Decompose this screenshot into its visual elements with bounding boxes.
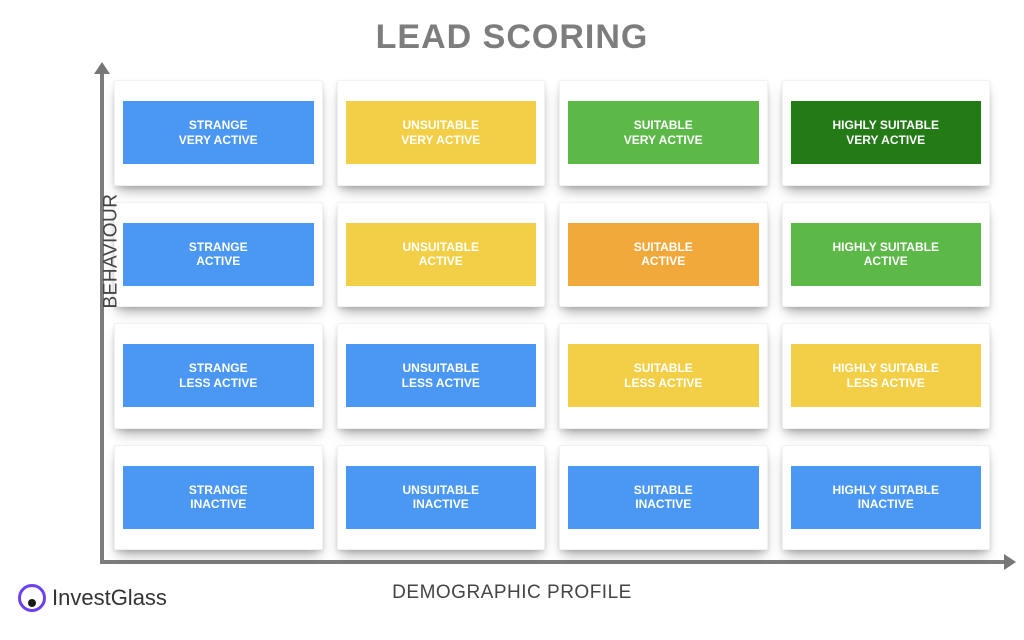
matrix-cell: UNSUITABLEINACTIVE [337, 445, 546, 551]
matrix-card: SUITABLELESS ACTIVE [559, 323, 768, 429]
cell-label-line2: ACTIVE [864, 254, 908, 268]
matrix-cell: HIGHLY SUITABLEVERY ACTIVE [782, 80, 991, 186]
cell-label-line1: UNSUITABLE [403, 118, 479, 132]
matrix-card: UNSUITABLELESS ACTIVE [337, 323, 546, 429]
brand-logo: InvestGlass [18, 584, 167, 612]
matrix-cell: STRANGEACTIVE [114, 202, 323, 308]
matrix-card: SUITABLEVERY ACTIVE [559, 80, 768, 186]
matrix-card: STRANGELESS ACTIVE [114, 323, 323, 429]
matrix-cell: HIGHLY SUITABLELESS ACTIVE [782, 323, 991, 429]
matrix-grid: STRANGEVERY ACTIVEUNSUITABLEVERY ACTIVES… [114, 80, 990, 550]
brand-name: InvestGlass [52, 585, 167, 611]
matrix-card: SUITABLEINACTIVE [559, 445, 768, 551]
cell-label-line1: HIGHLY SUITABLE [833, 483, 939, 497]
matrix-card: STRANGEACTIVE [114, 202, 323, 308]
matrix-cell: HIGHLY SUITABLEINACTIVE [782, 445, 991, 551]
matrix-cell: SUITABLEACTIVE [559, 202, 768, 308]
cell-label-line2: ACTIVE [419, 254, 463, 268]
matrix-card-inner: UNSUITABLEVERY ACTIVE [346, 101, 537, 164]
cell-label-line1: STRANGE [189, 240, 248, 254]
cell-label-line2: INACTIVE [190, 497, 246, 511]
matrix-card-inner: HIGHLY SUITABLELESS ACTIVE [791, 344, 982, 407]
x-axis-line [100, 560, 1006, 564]
cell-label-line1: STRANGE [189, 361, 248, 375]
matrix-cell: HIGHLY SUITABLEACTIVE [782, 202, 991, 308]
matrix-cell: STRANGEVERY ACTIVE [114, 80, 323, 186]
cell-label-line2: VERY ACTIVE [401, 133, 480, 147]
cell-label-line2: LESS ACTIVE [624, 376, 702, 390]
y-axis-label: BEHAVIOUR [101, 193, 123, 308]
matrix-card-inner: SUITABLEACTIVE [568, 223, 759, 286]
cell-label-line2: VERY ACTIVE [846, 133, 925, 147]
cell-label-line2: LESS ACTIVE [179, 376, 257, 390]
matrix-card-inner: HIGHLY SUITABLEINACTIVE [791, 466, 982, 529]
cell-label-line1: UNSUITABLE [403, 240, 479, 254]
matrix-cell: SUITABLELESS ACTIVE [559, 323, 768, 429]
matrix-card-inner: STRANGEVERY ACTIVE [123, 101, 314, 164]
matrix-card-inner: SUITABLEINACTIVE [568, 466, 759, 529]
cell-label-line1: STRANGE [189, 118, 248, 132]
cell-label-line1: UNSUITABLE [403, 483, 479, 497]
matrix-card: HIGHLY SUITABLEVERY ACTIVE [782, 80, 991, 186]
matrix-card: SUITABLEACTIVE [559, 202, 768, 308]
cell-label-line1: UNSUITABLE [403, 361, 479, 375]
cell-label-line2: LESS ACTIVE [402, 376, 480, 390]
matrix-cell: UNSUITABLEACTIVE [337, 202, 546, 308]
cell-label-line1: STRANGE [189, 483, 248, 497]
lead-scoring-matrix: STRANGEVERY ACTIVEUNSUITABLEVERY ACTIVES… [100, 72, 1000, 564]
matrix-cell: SUITABLEINACTIVE [559, 445, 768, 551]
matrix-cell: SUITABLEVERY ACTIVE [559, 80, 768, 186]
cell-label-line2: LESS ACTIVE [847, 376, 925, 390]
matrix-cell: UNSUITABLEVERY ACTIVE [337, 80, 546, 186]
matrix-card: HIGHLY SUITABLELESS ACTIVE [782, 323, 991, 429]
page-title: LEAD SCORING [0, 0, 1024, 57]
cell-label-line1: SUITABLE [634, 361, 693, 375]
matrix-card-inner: STRANGEACTIVE [123, 223, 314, 286]
cell-label-line2: INACTIVE [858, 497, 914, 511]
cell-label-line2: INACTIVE [635, 497, 691, 511]
matrix-card-inner: HIGHLY SUITABLEVERY ACTIVE [791, 101, 982, 164]
matrix-card-inner: UNSUITABLEINACTIVE [346, 466, 537, 529]
y-axis-line [100, 72, 104, 564]
matrix-card-inner: SUITABLELESS ACTIVE [568, 344, 759, 407]
cell-label-line1: SUITABLE [634, 483, 693, 497]
matrix-cell: STRANGELESS ACTIVE [114, 323, 323, 429]
matrix-card: HIGHLY SUITABLEINACTIVE [782, 445, 991, 551]
cell-label-line1: HIGHLY SUITABLE [833, 240, 939, 254]
cell-label-line2: VERY ACTIVE [624, 133, 703, 147]
cell-label-line1: SUITABLE [634, 240, 693, 254]
matrix-card: STRANGEINACTIVE [114, 445, 323, 551]
matrix-card: STRANGEVERY ACTIVE [114, 80, 323, 186]
matrix-card-inner: SUITABLEVERY ACTIVE [568, 101, 759, 164]
cell-label-line2: INACTIVE [413, 497, 469, 511]
cell-label-line2: ACTIVE [641, 254, 685, 268]
matrix-cell: STRANGEINACTIVE [114, 445, 323, 551]
matrix-card-inner: STRANGELESS ACTIVE [123, 344, 314, 407]
cell-label-line1: HIGHLY SUITABLE [833, 361, 939, 375]
cell-label-line2: VERY ACTIVE [179, 133, 258, 147]
matrix-card: UNSUITABLEACTIVE [337, 202, 546, 308]
matrix-card-inner: HIGHLY SUITABLEACTIVE [791, 223, 982, 286]
cell-label-line1: SUITABLE [634, 118, 693, 132]
matrix-card: HIGHLY SUITABLEACTIVE [782, 202, 991, 308]
matrix-card-inner: STRANGEINACTIVE [123, 466, 314, 529]
matrix-card: UNSUITABLEINACTIVE [337, 445, 546, 551]
cell-label-line2: ACTIVE [196, 254, 240, 268]
matrix-card-inner: UNSUITABLELESS ACTIVE [346, 344, 537, 407]
brand-mark-icon [18, 584, 46, 612]
matrix-cell: UNSUITABLELESS ACTIVE [337, 323, 546, 429]
matrix-card-inner: UNSUITABLEACTIVE [346, 223, 537, 286]
matrix-card: UNSUITABLEVERY ACTIVE [337, 80, 546, 186]
cell-label-line1: HIGHLY SUITABLE [833, 118, 939, 132]
